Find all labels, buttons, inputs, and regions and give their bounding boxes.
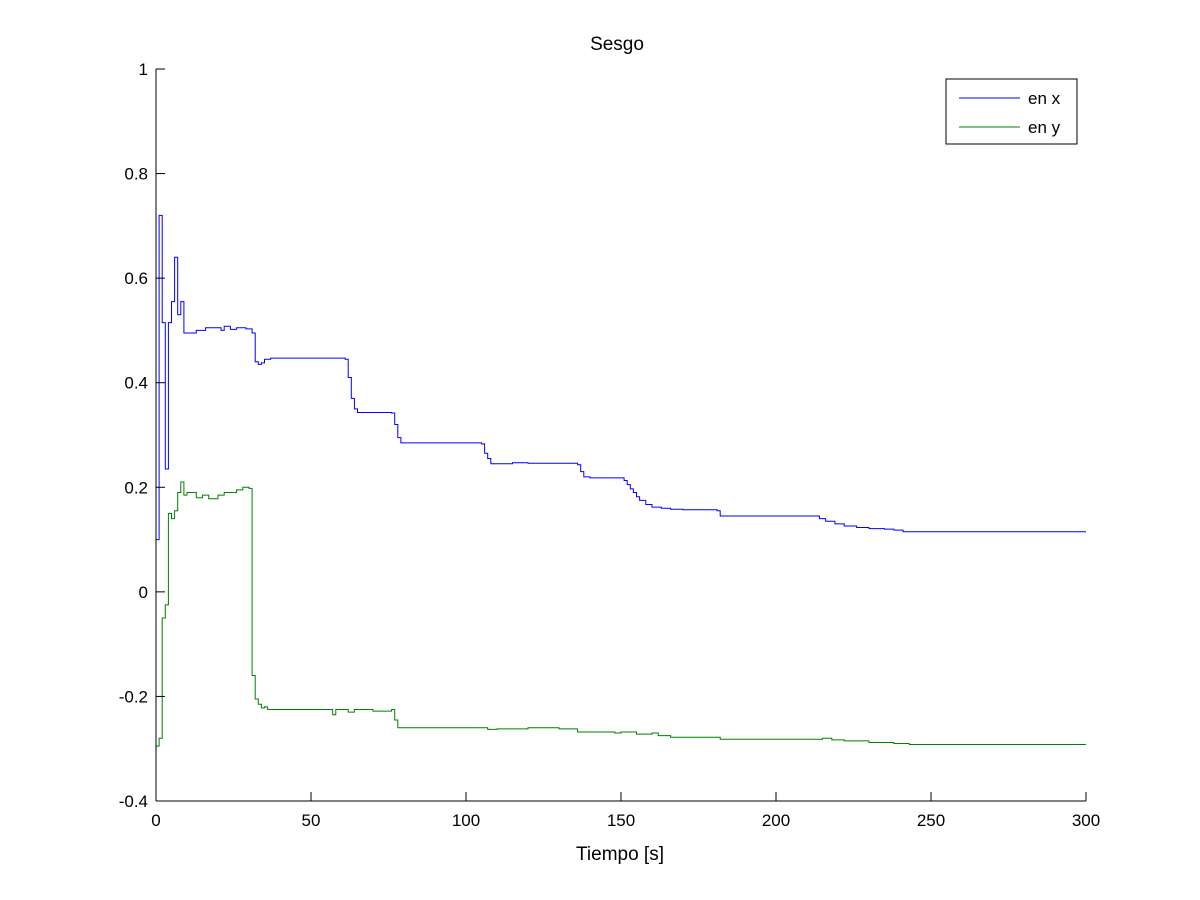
x-tick-label: 300 — [1072, 811, 1100, 830]
x-tick-label: 50 — [302, 811, 321, 830]
x-tick-label: 0 — [151, 811, 160, 830]
x-tick-label: 100 — [452, 811, 480, 830]
x-tick-label: 250 — [917, 811, 945, 830]
legend-label-2: en y — [1028, 118, 1061, 137]
chart-title: Sesgo — [590, 34, 644, 55]
y-tick-label: 0 — [139, 583, 148, 602]
x-axis-label: Tiempo [s] — [576, 844, 664, 865]
y-tick-label: 0.4 — [124, 374, 148, 393]
y-tick-label: 0.2 — [124, 478, 148, 497]
x-tick-label: 200 — [762, 811, 790, 830]
y-tick-label: 0.8 — [124, 165, 148, 184]
y-tick-label: 0.6 — [124, 269, 148, 288]
series-line-2 — [156, 481, 1086, 747]
legend-label-1: en x — [1028, 89, 1061, 108]
axes-layer: 0 50 100 150 200 250 300 -0.4 -0.2 0 0.2 0.4 0.6 0.8 1 — [119, 60, 1100, 830]
legend[interactable]: en x en y — [945, 78, 1078, 145]
legend-box — [945, 78, 1078, 145]
y-tick-label: -0.2 — [119, 687, 148, 706]
y-tick-label: 1 — [139, 60, 148, 79]
y-tick-label: -0.4 — [119, 792, 148, 811]
series-layer — [156, 214, 1086, 747]
series-line-1 — [156, 214, 1086, 541]
x-tick-label: 150 — [607, 811, 635, 830]
